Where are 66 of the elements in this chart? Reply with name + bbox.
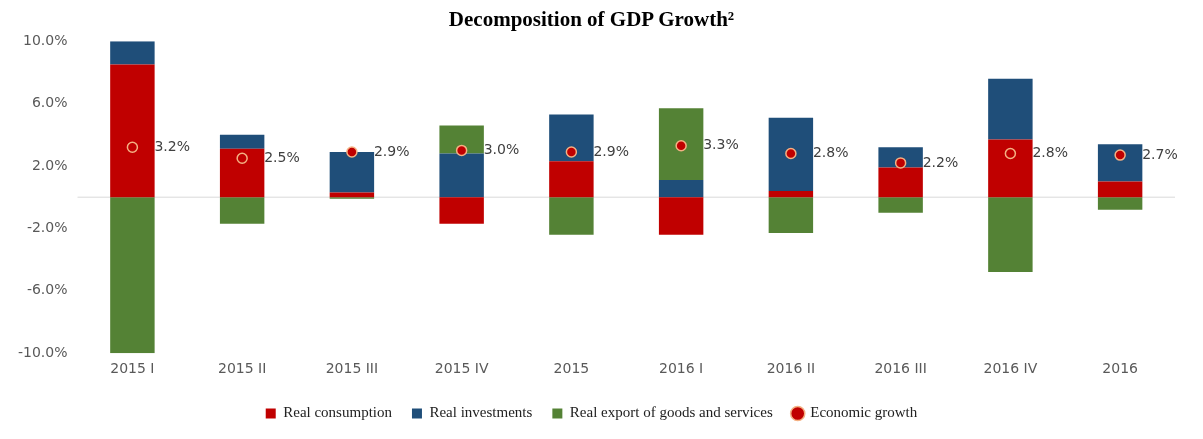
bar <box>658 108 704 181</box>
y-tick-label: 10.0% <box>23 31 68 48</box>
bar <box>768 197 814 234</box>
x-tick-label: 2015 I <box>110 360 155 377</box>
point <box>455 144 468 157</box>
x-tick-label: 2016 II <box>766 360 816 377</box>
y-tick-label: -10.0% <box>18 343 68 360</box>
point <box>785 147 797 160</box>
legend-label: Real export of goods and services <box>569 404 773 421</box>
bar <box>988 197 1033 273</box>
legend-label: Economic growth <box>810 404 918 421</box>
bar <box>549 161 594 198</box>
bar <box>110 64 155 198</box>
bar <box>219 148 265 198</box>
x-tick-label: 2015 III <box>325 360 379 377</box>
bar <box>549 197 594 235</box>
x-tick-label: 2015 IV <box>434 360 489 377</box>
point <box>565 146 578 158</box>
x-tick-label: 2016 I <box>659 360 704 377</box>
data-label: 2.2% <box>922 153 959 170</box>
point <box>126 141 139 154</box>
bar <box>988 78 1033 140</box>
data-label: 2.8% <box>1032 144 1068 161</box>
y-tick-label: -2.0% <box>26 219 68 236</box>
bar <box>768 117 814 191</box>
bar <box>1097 197 1143 210</box>
point <box>1004 147 1017 160</box>
data-label: 3.2% <box>154 137 190 154</box>
point <box>346 146 358 158</box>
bar <box>219 197 265 224</box>
bar <box>988 139 1033 198</box>
bar <box>329 151 375 193</box>
data-label: 2.9% <box>373 142 410 159</box>
bar <box>1097 181 1143 198</box>
data-label: 2.9% <box>593 142 629 159</box>
data-label: 2.8% <box>812 144 849 161</box>
point <box>675 139 687 152</box>
data-label: 3.0% <box>483 141 520 158</box>
bar <box>658 180 704 198</box>
data-label: 2.7% <box>1142 145 1178 162</box>
point <box>236 152 248 164</box>
bar <box>1097 144 1143 182</box>
bar <box>439 153 484 198</box>
bar <box>549 114 594 162</box>
x-tick-label: 2015 II <box>217 360 267 377</box>
y-tick-label: -6.0% <box>26 281 68 298</box>
legend-label: Real consumption <box>283 404 393 421</box>
bar <box>878 197 923 213</box>
bar <box>439 125 484 154</box>
point <box>1114 149 1126 161</box>
x-tick-label: 2016 <box>1102 360 1139 377</box>
x-tick-label: 2015 <box>553 360 590 377</box>
bar <box>439 197 484 224</box>
x-tick-label: 2016 III <box>874 360 927 377</box>
data-label: 3.3% <box>703 136 739 153</box>
x-tick-label: 2016 IV <box>983 360 1038 377</box>
bar <box>110 197 155 354</box>
y-tick-label: 6.0% <box>31 94 68 111</box>
bar <box>110 41 155 65</box>
bar <box>658 197 704 235</box>
y-tick-label: 2.0% <box>31 156 68 173</box>
bar <box>768 190 814 198</box>
chart-title: Decomposition of GDP Growth² <box>448 7 735 32</box>
bar <box>219 134 265 149</box>
legend-label: Real investments <box>429 404 533 421</box>
data-label: 2.5% <box>264 148 300 165</box>
